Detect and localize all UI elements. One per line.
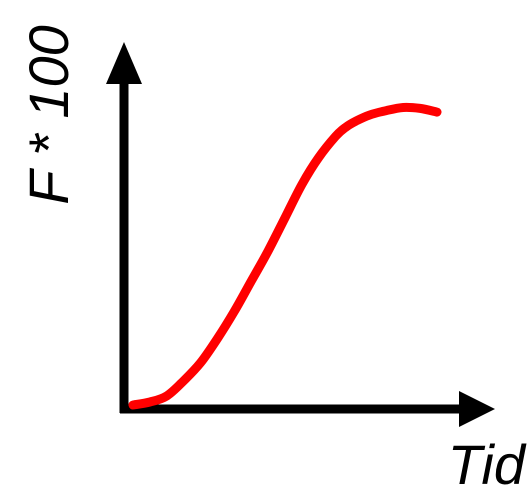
x-axis-label: Tid bbox=[448, 433, 527, 496]
y-axis-arrowhead bbox=[106, 42, 142, 84]
axes bbox=[106, 42, 495, 427]
x-axis-arrowhead bbox=[459, 391, 495, 427]
y-axis-label: F * 100 bbox=[17, 25, 80, 205]
series-line-0 bbox=[128, 102, 442, 410]
series-group bbox=[128, 102, 442, 410]
